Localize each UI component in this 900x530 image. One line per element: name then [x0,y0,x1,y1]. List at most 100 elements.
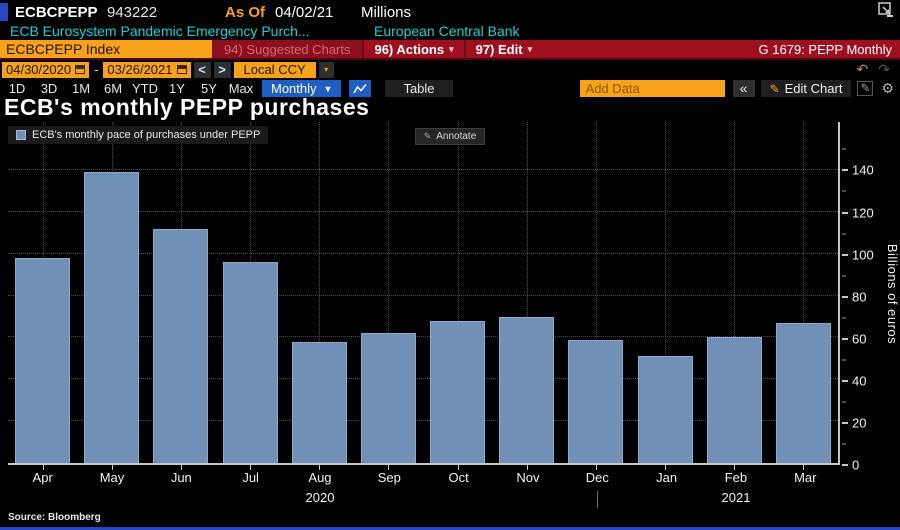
x-axis-label: Aug [308,470,332,485]
v-gridline [526,122,528,463]
suggested-charts-button[interactable]: 94) Suggested Charts [212,40,363,58]
bar-may[interactable] [84,172,140,463]
x-axis-label: May [99,470,125,485]
currency-dropdown-arrow[interactable]: ▾ [318,61,334,78]
chevron-down-icon: ▾ [449,43,454,54]
security-ticker: ECBCPEPP [15,3,98,21]
pop-out-window-icon[interactable] [878,2,894,22]
chart-id-label: G 1679: PEPP Monthly [758,41,892,57]
bar-jan[interactable] [637,356,693,463]
chevron-down-icon: ▾ [527,43,533,54]
cursor-block [0,3,8,21]
x-axis-label: Apr [32,470,53,485]
y-axis-minor-tick [842,233,846,235]
x-axis-tick [526,465,528,470]
legend[interactable]: ECB's monthly pace of purchases under PE… [8,126,269,144]
period-tab-6m[interactable]: 6M [103,81,123,96]
as-of-date: 04/02/21 [275,3,334,21]
ticker-input[interactable]: ECBCPEPP Index [0,40,212,58]
plot-area[interactable]: ECB's monthly pace of purchases under PE… [8,122,840,470]
chart-annotation-tool-icon[interactable]: ✎ [857,81,874,96]
issuer-name: European Central Bank [374,23,520,39]
bar-jul[interactable] [222,262,278,463]
period-tab-1y[interactable]: 1Y [169,81,185,96]
x-axis-labels: Apr May Jun Jul Aug Sep Oct Nov Dec Jan Feb Mar [8,470,840,485]
period-tab-1m[interactable]: 1M [71,81,91,96]
year-label-2021: 2021 [721,490,751,505]
y-axis-minor-tick [842,359,846,361]
bar-dec[interactable] [568,339,624,463]
bar-mar[interactable] [775,322,831,463]
y-axis-tick [842,169,848,172]
edit-menu-label: 97) Edit [475,41,523,57]
settings-gear-icon[interactable]: ⚙ [881,80,894,96]
bar-oct[interactable] [430,320,486,463]
chart-panel: ECB's monthly PEPP purchases ECB's month… [0,94,900,528]
period-tab-1d[interactable]: 1D [8,81,26,96]
x-axis-tick [250,465,252,470]
bar-sep[interactable] [360,333,416,463]
x-axis-year-labels: 2020 2021 [8,490,840,508]
currency-selector[interactable]: Local CCY [233,61,316,78]
v-gridline [595,122,597,463]
bar-aug[interactable] [291,341,347,463]
window-bottom-border [0,527,900,530]
x-axis-label: Feb [724,470,748,485]
h-gridline [8,252,838,254]
security-description-row: ECB Eurosystem Pandemic Emergency Purch.… [0,22,900,40]
y-axis-tick-label: 40 [852,373,867,389]
shift-range-forward-button[interactable]: > [213,61,231,78]
edit-chart-button[interactable]: ✎ Edit Chart [760,80,852,97]
v-gridline [457,122,459,463]
y-axis-tick-label: 100 [852,247,874,263]
security-value: 943222 [107,3,158,21]
y-axis-minor-tick [842,148,846,150]
period-tab-max[interactable]: Max [228,81,254,96]
y-axis-minor-tick [842,190,846,192]
bar-jun[interactable] [153,228,209,463]
x-axis-tick [803,465,805,470]
y-axis-tick [842,253,848,256]
period-tab-3d[interactable]: 3D [40,81,58,96]
v-gridline [665,122,667,463]
x-axis-label: Jan [656,470,678,485]
security-description: ECB Eurosystem Pandemic Emergency Purch.… [10,23,310,39]
add-data-input[interactable]: Add Data [579,80,725,97]
x-axis-tick [734,465,736,470]
period-tab-5y[interactable]: 5Y [201,81,217,96]
frequency-dropdown[interactable]: Monthly ▼ [262,80,342,97]
undo-icon[interactable]: ↶ [856,61,869,77]
edit-menu-button[interactable]: 97) Edit ▾ [463,40,543,58]
table-view-button[interactable]: Table [385,80,453,97]
x-axis-label: Nov [516,470,540,485]
pencil-icon: ✎ [769,81,780,96]
start-date-value: 04/30/2020 [6,62,72,77]
y-axis-tick [842,464,848,466]
calendar-icon[interactable] [75,65,86,74]
v-gridline [734,122,736,463]
pencil-icon: ✎ [423,131,432,141]
bar-apr[interactable] [15,257,71,463]
bar-feb[interactable] [706,337,762,463]
actions-menu-button[interactable]: 96) Actions ▾ [362,40,463,58]
y-axis-minor-tick [842,275,846,277]
shift-range-back-button[interactable]: < [193,61,211,78]
bar-nov[interactable] [499,316,555,463]
collapse-panel-button[interactable]: « [732,80,755,97]
x-axis-label: Jun [170,470,192,485]
calendar-icon[interactable] [176,65,187,74]
x-axis-label: Mar [794,470,817,485]
x-axis-tick [180,465,182,470]
end-date-input[interactable]: 03/26/2021 [103,61,191,78]
period-tab-ytd[interactable]: YTD [132,81,158,96]
year-divider [597,491,599,508]
h-gridline [8,378,838,380]
h-gridline [8,210,838,212]
start-date-input[interactable]: 04/30/2020 [2,61,90,78]
redo-icon[interactable]: ↷ [878,61,890,77]
chart-view-button[interactable] [349,80,372,97]
edit-chart-label: Edit Chart [784,81,843,96]
y-axis-minor-tick [842,401,846,403]
annotate-button[interactable]: ✎ Annotate [414,128,486,145]
y-axis-tick-label: 140 [852,162,874,178]
